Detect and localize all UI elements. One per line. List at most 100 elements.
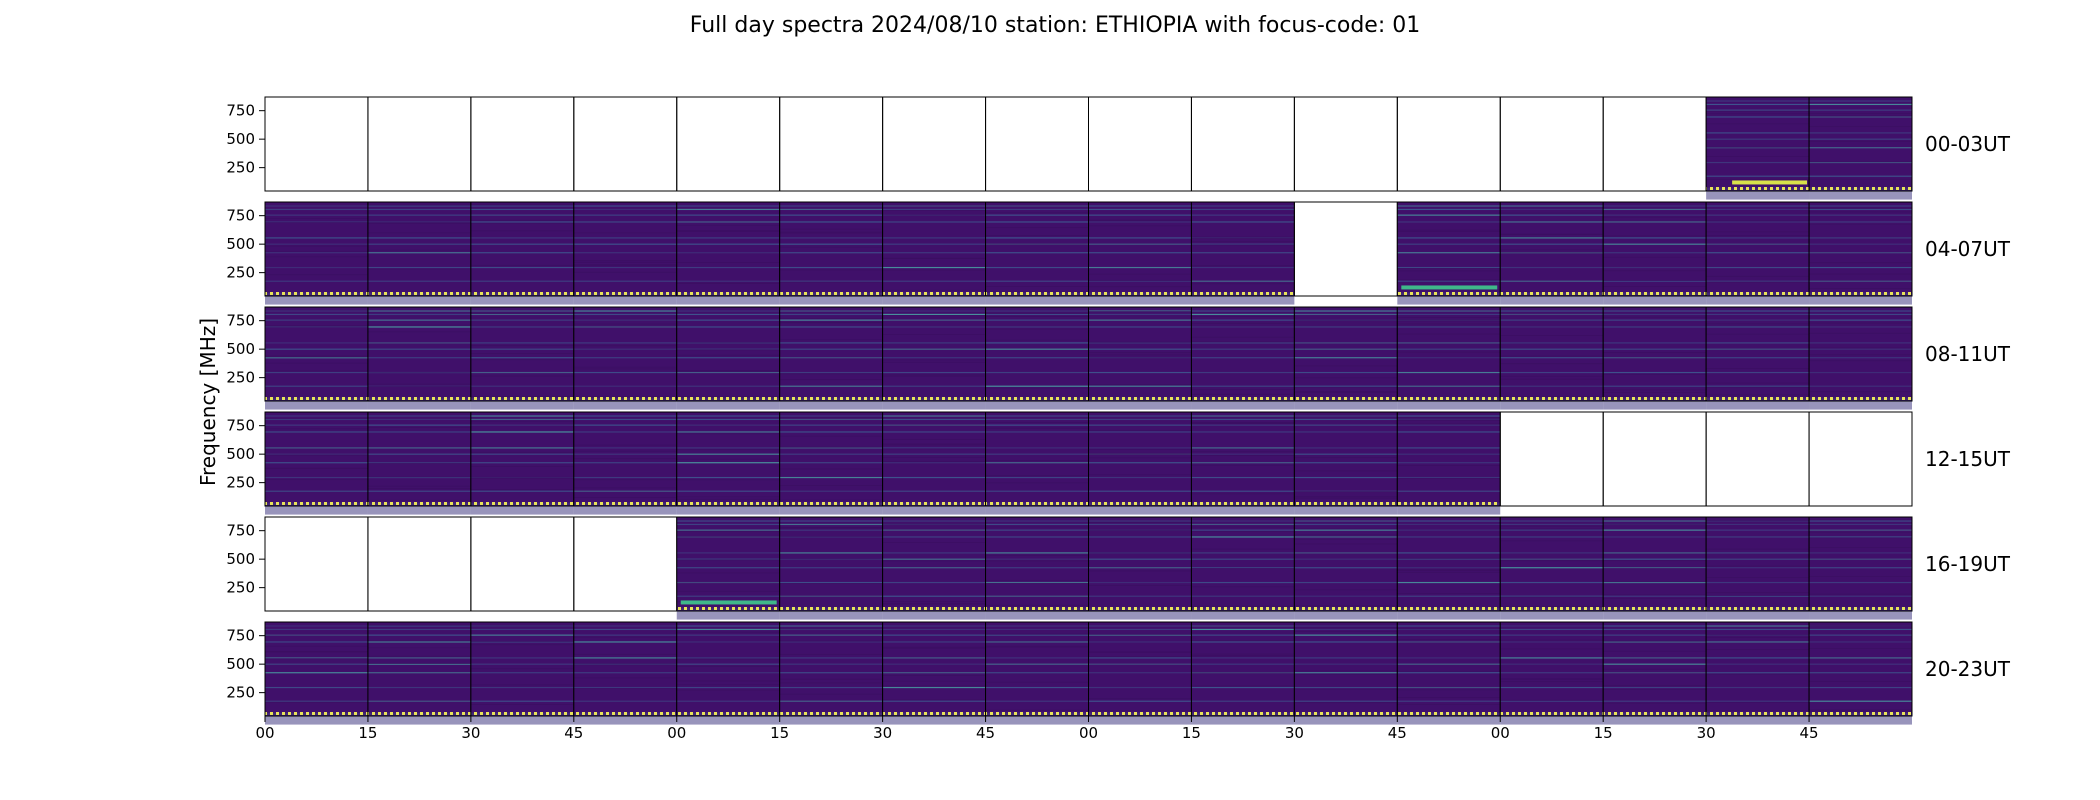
- spectral-line: [985, 520, 1089, 522]
- spectral-line: [573, 396, 677, 398]
- spectral-line: [1191, 431, 1295, 433]
- spectral-line: [1088, 341, 1192, 343]
- spectral-line: [1809, 178, 1912, 180]
- spectral-line: [985, 291, 1089, 293]
- spectral-line: [1603, 385, 1707, 387]
- spectral-line: [676, 458, 780, 460]
- y-tick-label: 750: [226, 207, 255, 225]
- spectral-line: [1603, 243, 1707, 245]
- spectral-line: [1397, 333, 1501, 335]
- spectral-line: [265, 205, 368, 207]
- empty-panel: [470, 516, 575, 612]
- spectral-line: [1500, 625, 1604, 627]
- spectral-line: [985, 252, 1089, 254]
- spectrogram-background: [573, 622, 677, 716]
- spectral-line: [1397, 464, 1501, 466]
- spectral-line: [265, 467, 368, 469]
- spectral-line: [985, 280, 1089, 282]
- y-tick-label: 500: [226, 655, 255, 673]
- spectral-line: [1397, 279, 1501, 281]
- spectral-line: [573, 252, 677, 254]
- empty-panel: [573, 516, 678, 612]
- spectrogram-panel: [264, 411, 369, 515]
- spectral-line: [1088, 633, 1192, 635]
- spectral-line: [1706, 281, 1810, 283]
- spectral-line: [1397, 581, 1501, 584]
- spectral-line: [779, 385, 883, 387]
- spectral-line: [676, 205, 780, 207]
- spectral-line: [1500, 678, 1604, 680]
- spectrogram-panel: [779, 621, 884, 725]
- spectrogram-panel: [264, 201, 369, 305]
- spectra-row: 750 500 250 20-23UT: [226, 621, 2011, 725]
- spectral-line: [1397, 221, 1501, 223]
- spectral-line: [573, 214, 677, 216]
- spectral-line: [1603, 558, 1707, 560]
- spectral-line: [985, 221, 1089, 223]
- spectral-line: [1294, 536, 1398, 538]
- spectral-line: [1191, 531, 1295, 533]
- spectral-line: [1603, 650, 1707, 652]
- spectral-line: [367, 640, 471, 642]
- spectral-line: [265, 371, 368, 374]
- spectral-line: [985, 227, 1089, 229]
- spectral-line: [1603, 529, 1707, 531]
- spectral-line: [985, 266, 1089, 269]
- spectral-line: [779, 348, 883, 350]
- spectral-line: [1191, 520, 1295, 522]
- spectral-line: [470, 489, 574, 491]
- spectral-line: [367, 427, 471, 429]
- spectral-line: [367, 372, 471, 374]
- spectral-line: [1088, 243, 1192, 245]
- spectral-line: [265, 385, 368, 387]
- spectral-line: [367, 205, 471, 207]
- spectral-line: [265, 468, 368, 470]
- spectral-line: [676, 536, 780, 538]
- spectral-line: [367, 324, 471, 326]
- spectral-line: [1088, 529, 1192, 531]
- spectral-line: [1809, 211, 1912, 213]
- spectral-line: [265, 245, 368, 247]
- spectral-line: [367, 488, 471, 490]
- panel-frame: [1808, 621, 1913, 717]
- spectral-line: [676, 357, 780, 359]
- spectral-line: [676, 680, 780, 682]
- spectral-line: [367, 266, 471, 269]
- panel-frame: [1808, 411, 1913, 507]
- spectral-line: [1603, 214, 1707, 216]
- spectral-line: [367, 326, 471, 328]
- spectrogram-panel: [882, 516, 987, 620]
- emission-band: [1401, 285, 1498, 290]
- spectral-line: [1603, 270, 1707, 272]
- x-tick-label: 30: [873, 724, 892, 742]
- spectral-line: [265, 356, 368, 358]
- spectral-line: [1294, 386, 1398, 388]
- dotted-baseline: [367, 502, 471, 505]
- spectral-line: [1191, 389, 1295, 391]
- spectral-line: [676, 266, 780, 269]
- dotted-baseline: [676, 397, 780, 400]
- spectral-line: [1706, 552, 1810, 554]
- spectral-line: [1809, 116, 1912, 118]
- spectral-line: [573, 431, 677, 433]
- spectral-line: [779, 424, 883, 426]
- spectral-line: [1809, 385, 1912, 387]
- spectral-line: [470, 243, 574, 245]
- spectrogram-background: [1191, 412, 1295, 506]
- spectral-line: [882, 552, 986, 554]
- row-time-label: 04-07UT: [1925, 237, 2011, 261]
- spectral-line: [779, 520, 883, 522]
- row-time-label: 20-23UT: [1925, 657, 2011, 681]
- spectral-line: [1294, 589, 1398, 591]
- spectral-line: [779, 371, 883, 374]
- spectral-line: [1603, 594, 1707, 596]
- dotted-baseline: [1809, 607, 1912, 610]
- spectrogram-panel: [1293, 411, 1398, 515]
- spectral-line: [265, 274, 368, 276]
- spectrogram-panel: [985, 516, 1089, 620]
- panel-frame: [1499, 411, 1604, 507]
- spectral-line: [985, 604, 1089, 606]
- spectral-line: [1088, 357, 1192, 359]
- spectral-line: [573, 371, 677, 374]
- dotted-baseline: [1603, 712, 1707, 715]
